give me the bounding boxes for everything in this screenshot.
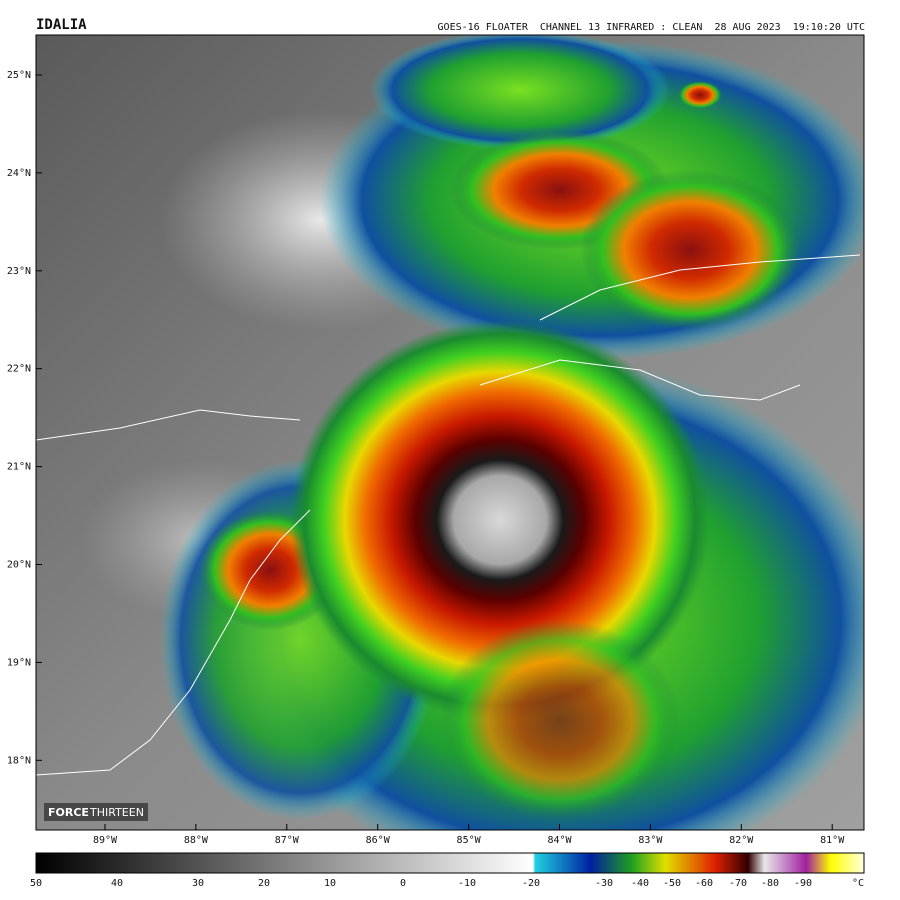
- colorbar-label: 20: [258, 878, 270, 889]
- colorbar-label: 0: [400, 878, 406, 889]
- colorbar-label: 40: [111, 878, 123, 889]
- longitude-label: 87°W: [275, 835, 300, 846]
- colorbar-label: 30: [192, 878, 204, 889]
- longitude-label: 81°W: [820, 835, 845, 846]
- longitude-label: 86°W: [366, 835, 391, 846]
- colorbar-label: -90: [794, 878, 812, 889]
- latitude-label: 21°N: [7, 462, 31, 473]
- colorbar-label: -20: [522, 878, 540, 889]
- colorbar-label: -80: [761, 878, 779, 889]
- longitude-label: 88°W: [184, 835, 209, 846]
- image-info: GOES-16 FLOATER CHANNEL 13 INFRARED : CL…: [438, 22, 865, 33]
- colorbar-label: -10: [458, 878, 476, 889]
- latitude-label: 25°N: [7, 70, 31, 81]
- longitude-label: 85°W: [457, 835, 482, 846]
- colorbar-label: -30: [595, 878, 613, 889]
- latitude-label: 22°N: [7, 364, 31, 375]
- longitude-label: 83°W: [638, 835, 663, 846]
- colorbar: [35, 852, 865, 874]
- logo-box: [44, 803, 148, 821]
- satellite-image: [36, 35, 864, 830]
- colorbar-label: -60: [695, 878, 713, 889]
- longitude-label: 82°W: [729, 835, 754, 846]
- logo-light: THIRTEEN: [89, 806, 144, 819]
- latitude-label: 23°N: [7, 266, 31, 277]
- logo-bold: FORCE: [48, 806, 89, 819]
- colorbar-label: -50: [663, 878, 681, 889]
- longitude-label: 89°W: [93, 835, 118, 846]
- colorbar-label: 10: [324, 878, 336, 889]
- colorbar-label: 50: [30, 878, 42, 889]
- colorbar-label: -70: [729, 878, 747, 889]
- map-frame: [35, 34, 865, 831]
- latitude-label: 19°N: [7, 657, 31, 668]
- latitude-label: 24°N: [7, 168, 31, 179]
- colorbar-unit: °C: [852, 878, 864, 889]
- storm-title: IDALIA: [36, 17, 87, 33]
- longitude-label: 84°W: [547, 835, 572, 846]
- colorbar-label: -40: [631, 878, 649, 889]
- latitude-label: 20°N: [7, 560, 31, 571]
- latitude-label: 18°N: [7, 755, 31, 766]
